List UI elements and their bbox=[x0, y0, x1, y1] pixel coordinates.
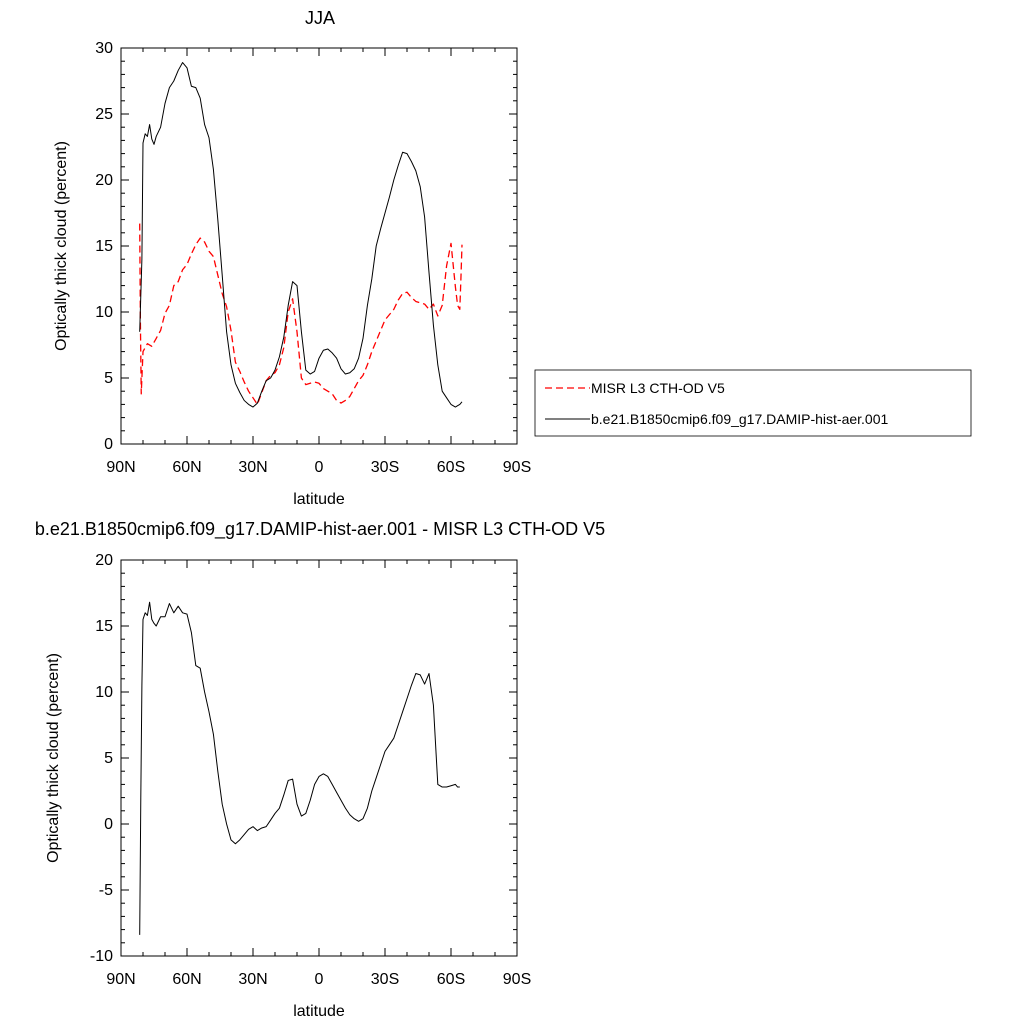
x-tick-label: 60S bbox=[437, 459, 465, 476]
series-line-difference bbox=[139, 601, 460, 935]
y-tick-label: 20 bbox=[95, 552, 113, 569]
x-tick-label: 60N bbox=[172, 971, 201, 988]
x-tick-labels: 90N 60N 30N 0 30S 60S 90S bbox=[106, 459, 531, 476]
x-tick-label: 90S bbox=[503, 459, 531, 476]
legend: MISR L3 CTH-OD V5 b.e21.B1850cmip6.f09_g… bbox=[534, 369, 972, 437]
y-tick-label: 10 bbox=[95, 684, 113, 701]
panel-top: JJA 0 5 10 15 20 25 30 90N 60N 30N 0 30S 60S 90S Opt… bbox=[53, 8, 972, 508]
x-tick-label: 60N bbox=[172, 459, 201, 476]
y-tick-label: 5 bbox=[104, 370, 113, 387]
tick-marks bbox=[120, 47, 518, 445]
y-tick-labels: 0 5 10 15 20 25 30 bbox=[95, 40, 113, 453]
y-tick-labels: -10 -5 0 5 10 15 20 bbox=[90, 552, 113, 965]
series-layer bbox=[139, 601, 460, 935]
x-tick-label: 0 bbox=[315, 459, 324, 476]
x-tick-labels: 90N 60N 30N 0 30S 60S 90S bbox=[106, 971, 531, 988]
y-tick-label: 30 bbox=[95, 40, 113, 57]
series-layer bbox=[139, 62, 463, 408]
y-tick-label: -5 bbox=[99, 882, 113, 899]
y-tick-label: 15 bbox=[95, 238, 113, 255]
y-tick-label: -10 bbox=[90, 948, 113, 965]
x-tick-label: 30S bbox=[371, 459, 399, 476]
x-tick-label: 60S bbox=[437, 971, 465, 988]
x-axis-label: latitude bbox=[293, 1003, 345, 1020]
y-tick-label: 25 bbox=[95, 106, 113, 123]
legend-label-misr: MISR L3 CTH-OD V5 bbox=[591, 380, 725, 396]
x-axis-label: latitude bbox=[293, 491, 345, 508]
x-tick-label: 30N bbox=[238, 459, 267, 476]
y-tick-label: 20 bbox=[95, 172, 113, 189]
y-tick-label: 0 bbox=[104, 816, 113, 833]
series-line-misr-l3-cth-od-v5 bbox=[139, 223, 463, 406]
x-tick-label: 0 bbox=[315, 971, 324, 988]
y-axis-label: Optically thick cloud (percent) bbox=[53, 141, 70, 351]
x-tick-label: 30N bbox=[238, 971, 267, 988]
x-tick-label: 90N bbox=[106, 971, 135, 988]
x-tick-label: 90N bbox=[106, 459, 135, 476]
chart-title: JJA bbox=[305, 8, 335, 28]
y-tick-label: 5 bbox=[104, 750, 113, 767]
plot-frame bbox=[120, 559, 518, 957]
x-tick-label: 30S bbox=[371, 971, 399, 988]
y-tick-label: 15 bbox=[95, 618, 113, 635]
tick-marks bbox=[120, 559, 518, 957]
plot-frame bbox=[120, 47, 518, 445]
legend-box bbox=[534, 369, 972, 437]
chart-title: b.e21.B1850cmip6.f09_g17.DAMIP-hist-aer.… bbox=[35, 519, 605, 540]
y-axis-label: Optically thick cloud (percent) bbox=[45, 653, 62, 863]
series-line-b-e21-b1850cmip6-f09-g17-damip-hist-aer-001 bbox=[139, 62, 463, 408]
y-tick-label: 0 bbox=[104, 436, 113, 453]
legend-label-model: b.e21.B1850cmip6.f09_g17.DAMIP-hist-aer.… bbox=[591, 411, 889, 427]
x-tick-label: 90S bbox=[503, 971, 531, 988]
panel-bottom: b.e21.B1850cmip6.f09_g17.DAMIP-hist-aer.… bbox=[35, 519, 605, 1020]
y-tick-label: 10 bbox=[95, 304, 113, 321]
